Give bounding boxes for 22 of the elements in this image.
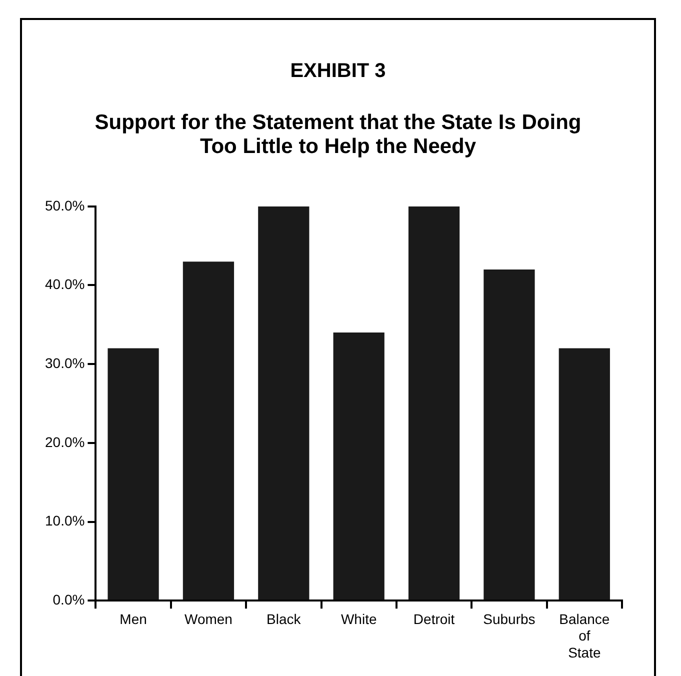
chart-subtitle: Support for the Statement that the State Is Doing Too Little to Help the Needy	[94, 111, 582, 159]
x-tick-label: Balance of State	[559, 610, 610, 660]
y-tick-label: 20.0%	[44, 434, 85, 450]
bar	[558, 348, 610, 600]
x-tick-label: Detroit	[413, 610, 455, 627]
x-tick-label: Suburbs	[483, 610, 536, 627]
y-tick-label: 30.0%	[44, 354, 85, 371]
x-tick-label: Men	[120, 610, 147, 627]
y-tick-label: 40.0%	[44, 276, 85, 292]
y-tick-label: 50.0%	[44, 197, 85, 214]
bar	[108, 348, 159, 600]
x-tick-label: Black	[266, 610, 302, 627]
bar	[484, 269, 535, 600]
x-tick-label: White	[340, 610, 377, 627]
bar	[182, 262, 234, 600]
chart-title: EXHIBIT 3	[289, 60, 387, 83]
bar	[258, 206, 310, 600]
bar	[333, 332, 384, 600]
bar	[408, 206, 460, 600]
x-tick-label: Women	[184, 610, 232, 627]
y-tick-label: 10.0%	[44, 512, 85, 529]
y-tick-label: 0.0%	[52, 591, 85, 608]
